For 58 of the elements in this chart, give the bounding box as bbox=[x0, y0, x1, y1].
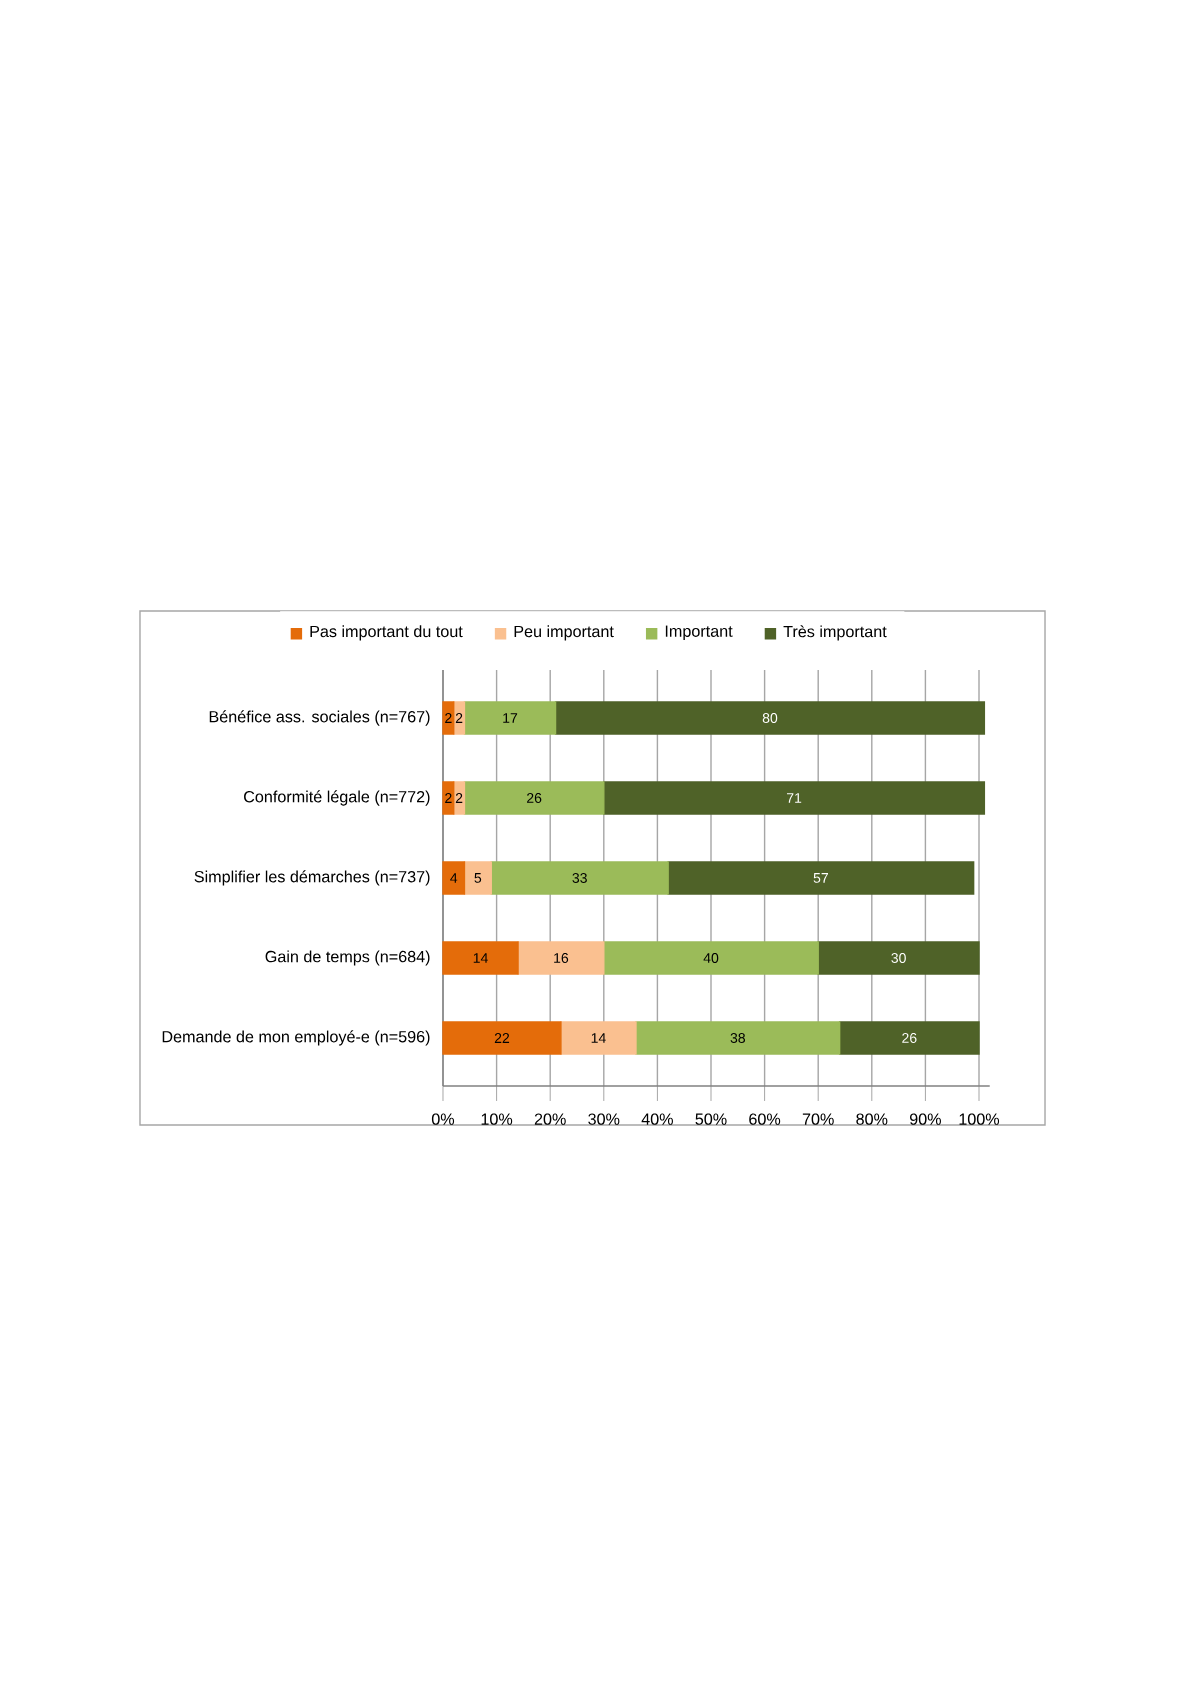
data-label: 26 bbox=[902, 1033, 917, 1043]
data-label: 2 bbox=[445, 713, 452, 723]
x-tick-label: 100% bbox=[959, 1113, 1000, 1125]
bar bbox=[442, 1021, 562, 1055]
bar bbox=[667, 861, 975, 895]
data-label: 33 bbox=[572, 873, 587, 883]
data-label: 14 bbox=[591, 1033, 606, 1043]
legend-label: Peu important bbox=[514, 625, 614, 641]
bar bbox=[442, 701, 455, 735]
data-label: 71 bbox=[786, 793, 802, 803]
legend-label: Pas important du tout bbox=[310, 625, 463, 641]
data-label: 57 bbox=[813, 873, 828, 883]
legend-label: Très important bbox=[783, 625, 887, 641]
data-label: 17 bbox=[503, 713, 518, 723]
bar bbox=[442, 861, 466, 895]
data-label: 4 bbox=[450, 873, 458, 883]
bar bbox=[603, 781, 986, 815]
data-label: 2 bbox=[445, 793, 452, 803]
bar bbox=[838, 1021, 980, 1055]
x-tick-label: 30% bbox=[588, 1113, 620, 1125]
data-label: 2 bbox=[455, 793, 463, 803]
x-tick-label: 90% bbox=[910, 1113, 941, 1125]
y-tick-label: Conformité légale (n=772) bbox=[244, 790, 430, 806]
data-label: 16 bbox=[554, 953, 569, 963]
bar bbox=[442, 941, 519, 975]
data-label: 26 bbox=[527, 793, 542, 803]
data-label: 30 bbox=[891, 953, 906, 963]
x-tick-label: 20% bbox=[534, 1113, 566, 1125]
data-label: 40 bbox=[703, 953, 719, 963]
bar bbox=[463, 781, 605, 815]
x-tick-label: 70% bbox=[802, 1113, 834, 1125]
bar bbox=[442, 781, 455, 815]
data-label: 14 bbox=[473, 953, 488, 963]
data-label: 5 bbox=[474, 873, 482, 883]
x-tick-label: 50% bbox=[695, 1113, 727, 1125]
data-label: 22 bbox=[494, 1033, 510, 1043]
x-tick-label: 0% bbox=[431, 1113, 455, 1125]
x-tick-label: 80% bbox=[856, 1113, 888, 1125]
bar bbox=[817, 941, 980, 975]
bar bbox=[490, 861, 669, 895]
y-tick-label: Demande de mon employé-e (n=596) bbox=[162, 1030, 430, 1046]
y-tick-label: Gain de temps (n=684) bbox=[265, 950, 430, 966]
legend-label: Important bbox=[665, 625, 733, 641]
x-tick-label: 40% bbox=[641, 1113, 673, 1125]
y-tick-label: Bénéfice ass. sociales (n=767) bbox=[209, 710, 430, 726]
data-label: 80 bbox=[762, 713, 778, 723]
bar bbox=[463, 861, 492, 895]
data-label: 2 bbox=[455, 713, 463, 723]
y-tick-label: Simplifier les démarches (n=737) bbox=[194, 870, 430, 886]
bar bbox=[517, 941, 605, 975]
bar bbox=[463, 701, 557, 735]
x-tick-label: 60% bbox=[749, 1113, 781, 1125]
bar bbox=[635, 1021, 841, 1055]
x-tick-label: 10% bbox=[481, 1113, 513, 1125]
bar bbox=[560, 1021, 637, 1055]
data-label: 38 bbox=[730, 1033, 746, 1043]
bar bbox=[554, 701, 986, 735]
bar bbox=[603, 941, 819, 975]
